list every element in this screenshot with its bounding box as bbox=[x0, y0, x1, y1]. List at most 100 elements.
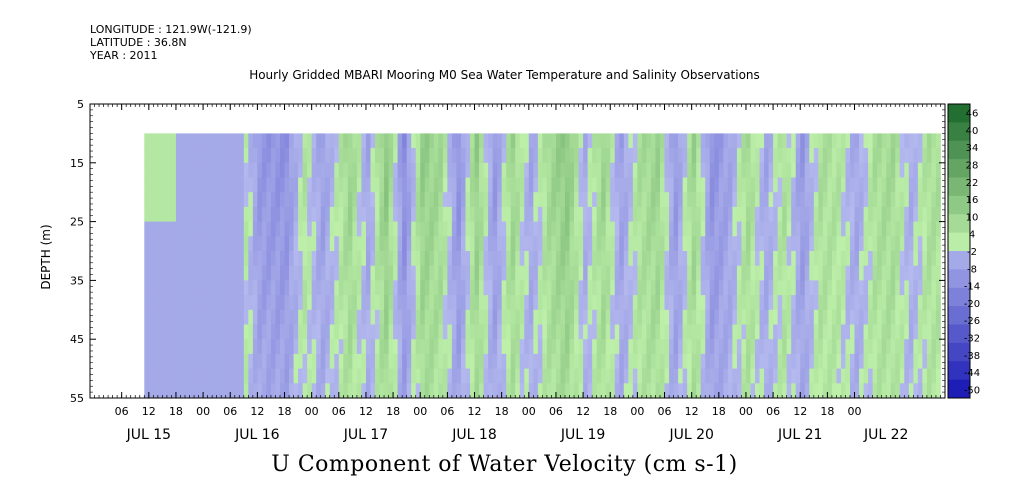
heatmap-cell bbox=[895, 280, 901, 296]
heatmap-cell bbox=[234, 383, 240, 399]
heatmap-cell bbox=[660, 236, 665, 252]
heatmap-cell bbox=[831, 148, 837, 164]
heatmap-cell bbox=[370, 133, 376, 149]
heatmap-cell bbox=[895, 383, 901, 399]
heatmap-cell bbox=[402, 383, 408, 399]
heatmap-cell bbox=[162, 295, 168, 311]
heatmap-cell bbox=[356, 368, 362, 384]
heatmap-cell bbox=[393, 309, 399, 325]
heatmap-cell bbox=[786, 251, 792, 267]
heatmap-cell bbox=[709, 133, 715, 149]
heatmap-cell bbox=[831, 265, 837, 281]
heatmap-cell bbox=[786, 339, 792, 355]
heatmap-cell bbox=[795, 206, 801, 222]
heatmap-cell bbox=[433, 133, 439, 149]
heatmap-cell bbox=[931, 192, 937, 208]
heatmap-cell bbox=[479, 251, 484, 267]
heatmap-cell bbox=[320, 221, 326, 237]
heatmap-cell bbox=[718, 236, 724, 252]
heatmap-cell bbox=[931, 295, 937, 311]
heatmap-cell bbox=[714, 162, 720, 178]
heatmap-cell bbox=[261, 133, 267, 149]
x-tick-label: 06 bbox=[766, 405, 780, 418]
heatmap-cell bbox=[741, 280, 747, 296]
heatmap-cell bbox=[411, 280, 417, 296]
heatmap-cell bbox=[266, 309, 272, 325]
heatmap-cell bbox=[289, 353, 294, 369]
heatmap-cell bbox=[420, 162, 426, 178]
heatmap-cell bbox=[316, 339, 322, 355]
heatmap-cell bbox=[723, 221, 729, 237]
heatmap-cell bbox=[786, 177, 792, 193]
heatmap-cell bbox=[795, 251, 801, 267]
heatmap-cell bbox=[320, 133, 326, 149]
heatmap-cell bbox=[628, 309, 634, 325]
heatmap-cell bbox=[623, 280, 629, 296]
heatmap-cell bbox=[175, 368, 181, 384]
heatmap-cell bbox=[284, 236, 290, 252]
heatmap-cell bbox=[764, 221, 769, 237]
heatmap-cell bbox=[492, 383, 498, 399]
heatmap-cell bbox=[537, 265, 543, 281]
x-tick-label: 18 bbox=[386, 405, 400, 418]
heatmap-cell bbox=[470, 339, 475, 355]
heatmap-cell bbox=[804, 265, 810, 281]
heatmap-cell bbox=[393, 280, 399, 296]
heatmap-cell bbox=[678, 192, 684, 208]
colorbar-swatch bbox=[948, 159, 970, 178]
heatmap-cell bbox=[845, 309, 851, 325]
heatmap-cell bbox=[185, 265, 190, 281]
heatmap-cell bbox=[827, 133, 833, 149]
heatmap-cell bbox=[325, 206, 331, 222]
heatmap-cell bbox=[831, 280, 837, 296]
heatmap-cell bbox=[840, 383, 846, 399]
heatmap-cell bbox=[854, 148, 860, 164]
heatmap-cell bbox=[293, 148, 299, 164]
heatmap-cell bbox=[429, 295, 435, 311]
heatmap-cell bbox=[714, 206, 720, 222]
heatmap-cell bbox=[619, 353, 625, 369]
heatmap-cell bbox=[818, 221, 824, 237]
heatmap-cell bbox=[225, 162, 231, 178]
heatmap-cell bbox=[736, 265, 742, 281]
heatmap-cell bbox=[148, 324, 154, 340]
heatmap-cell bbox=[370, 309, 376, 325]
heatmap-cell bbox=[510, 206, 516, 222]
heatmap-cell bbox=[628, 133, 634, 149]
heatmap-cell bbox=[515, 368, 521, 384]
heatmap-cell bbox=[913, 309, 919, 325]
heatmap-cell bbox=[714, 133, 720, 149]
heatmap-cell bbox=[687, 162, 693, 178]
heatmap-cell bbox=[872, 251, 878, 267]
heatmap-cell bbox=[361, 177, 367, 193]
axes: 06 12 18 00 06 12 18 00 06 12 18 00 06 12 18 00 06 12 18 00… bbox=[70, 98, 946, 443]
heatmap-cell bbox=[524, 133, 530, 149]
heatmap-cell bbox=[343, 192, 349, 208]
heatmap-cell bbox=[614, 148, 620, 164]
heatmap-cell bbox=[261, 368, 267, 384]
heatmap-cell bbox=[641, 309, 647, 325]
heatmap-cell bbox=[664, 251, 670, 267]
heatmap-cell bbox=[234, 133, 240, 149]
heatmap-cell bbox=[533, 133, 539, 149]
heatmap-cell bbox=[854, 221, 860, 237]
heatmap-cell bbox=[935, 368, 941, 384]
heatmap-cell bbox=[881, 324, 887, 340]
heatmap-cell bbox=[171, 148, 177, 164]
heatmap-cell bbox=[379, 324, 385, 340]
heatmap-cell bbox=[492, 295, 498, 311]
heatmap-cell bbox=[732, 251, 738, 267]
heatmap-cell bbox=[356, 309, 362, 325]
heatmap-cell bbox=[863, 177, 869, 193]
heatmap-cell bbox=[289, 309, 294, 325]
heatmap-cell bbox=[831, 177, 837, 193]
heatmap-cell bbox=[931, 383, 937, 399]
heatmap-cell bbox=[700, 368, 706, 384]
heatmap-cell bbox=[420, 192, 426, 208]
heatmap-cell bbox=[881, 309, 887, 325]
heatmap-cell bbox=[822, 324, 828, 340]
heatmap-cell bbox=[583, 368, 589, 384]
heatmap-cell bbox=[691, 162, 697, 178]
heatmap-cell bbox=[320, 339, 326, 355]
heatmap-cell bbox=[307, 221, 313, 237]
